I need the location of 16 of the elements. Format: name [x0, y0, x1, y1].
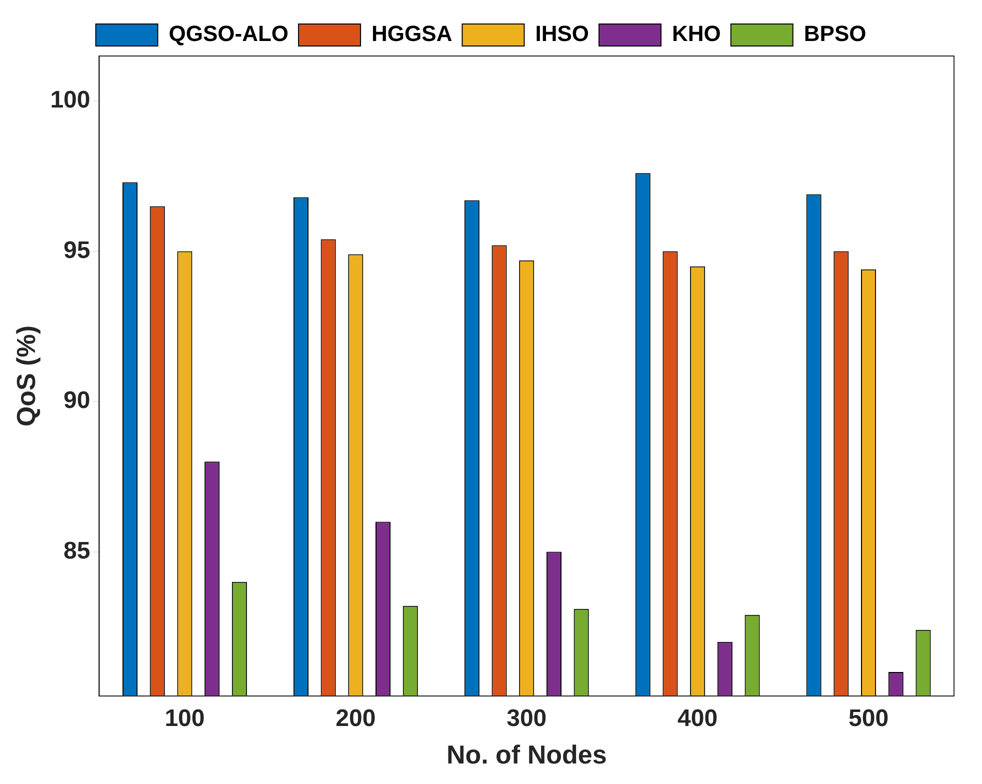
x-tick-label: 500 [848, 705, 889, 732]
y-axis-title: QoS (%) [10, 325, 41, 427]
y-tick-label: 100 [50, 86, 90, 114]
x-tick-label: 200 [336, 705, 376, 732]
y-tick-label: 90 [64, 387, 90, 414]
y-tick-label: 95 [64, 236, 90, 264]
legend-label: IHSO [535, 21, 590, 46]
legend-label: KHO [672, 21, 721, 46]
legend-label: HGGSA [372, 21, 452, 46]
y-tick-label: 85 [64, 537, 90, 564]
legend-label: QGSO-ALO [168, 21, 289, 46]
x-axis-title: No. of Nodes [446, 740, 607, 770]
legend-label: BPSO [804, 21, 866, 46]
x-tick-label: 400 [678, 705, 718, 732]
x-tick-label: 100 [164, 705, 205, 732]
x-tick-label: 300 [506, 705, 547, 732]
